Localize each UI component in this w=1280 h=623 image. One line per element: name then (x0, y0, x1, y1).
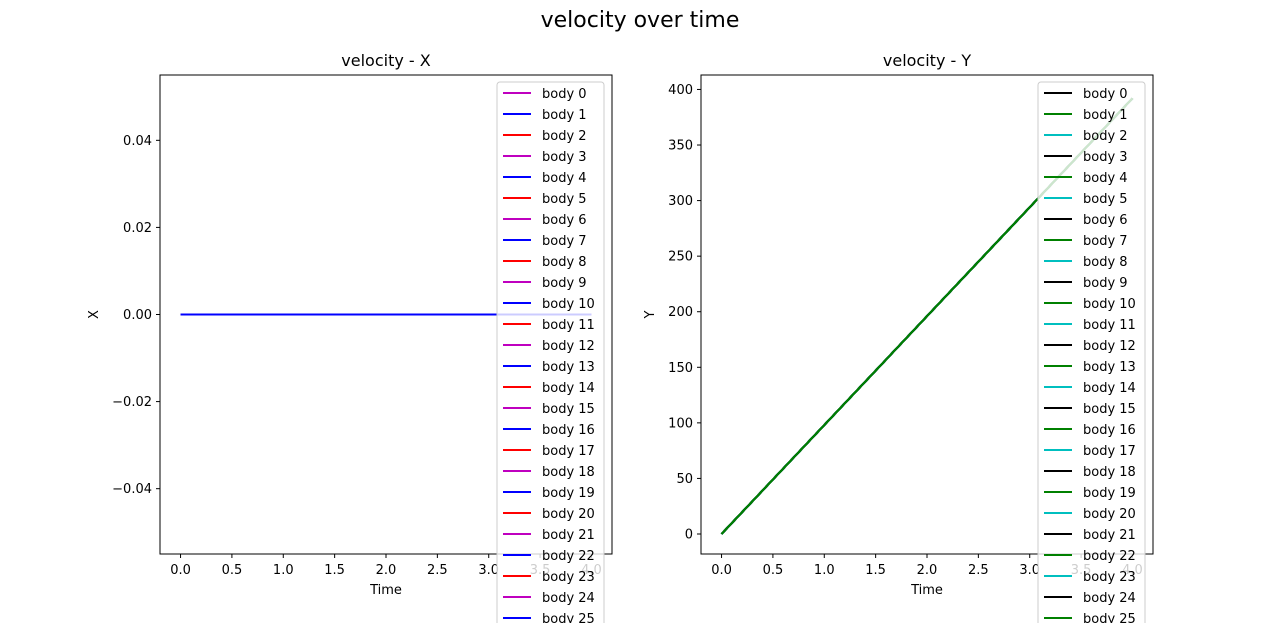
y-tick-label: −0.04 (112, 482, 152, 497)
legend-label: body 20 (542, 507, 595, 522)
x-tick-label: 1.0 (814, 563, 835, 578)
legend-label: body 22 (542, 549, 595, 564)
x-tick-label: 3.0 (478, 563, 499, 578)
legend-label: body 1 (1083, 108, 1128, 123)
x-tick-label: 0.0 (170, 563, 191, 578)
legend-label: body 14 (542, 381, 595, 396)
y-tick-label: 100 (668, 416, 693, 431)
y-tick-label: 0.00 (123, 308, 152, 323)
y-tick-label: 400 (668, 83, 693, 98)
legend-label: body 5 (542, 192, 587, 207)
legend-label: body 21 (1083, 528, 1136, 543)
axes-panel-1: velocity - Y0.00.51.01.52.02.53.03.54.00… (643, 51, 1154, 623)
legend-label: body 5 (1083, 192, 1128, 207)
legend-label: body 14 (1083, 381, 1136, 396)
y-tick-label: 150 (668, 361, 693, 376)
legend-label: body 7 (542, 234, 587, 249)
legend-label: body 18 (542, 465, 595, 480)
axes-title: velocity - Y (883, 51, 971, 70)
x-tick-label: 1.5 (865, 563, 886, 578)
y-tick-label: 50 (676, 472, 693, 487)
y-axis-label: Y (643, 310, 658, 319)
legend-label: body 16 (1083, 423, 1136, 438)
axes-frame (159, 74, 613, 555)
legend-label: body 25 (1083, 612, 1136, 623)
legend-label: body 24 (542, 591, 595, 606)
legend-label: body 20 (1083, 507, 1136, 522)
legend-label: body 13 (542, 360, 595, 375)
x-tick-label: 1.5 (324, 563, 345, 578)
axes-frame (700, 74, 1154, 555)
legend-label: body 8 (542, 255, 587, 270)
y-tick-label: −0.02 (112, 395, 152, 410)
x-tick-label: 3.0 (1019, 563, 1040, 578)
legend-label: body 10 (1083, 297, 1136, 312)
y-axis-label: X (87, 310, 102, 319)
x-tick-label: 2.5 (427, 563, 448, 578)
y-tick-label: 0 (685, 527, 693, 542)
y-tick-label: 300 (668, 194, 693, 209)
legend-label: body 17 (1083, 444, 1136, 459)
legend-label: body 23 (542, 570, 595, 585)
legend-label: body 8 (1083, 255, 1128, 270)
legend-label: body 15 (542, 402, 595, 417)
legend-label: body 23 (1083, 570, 1136, 585)
figure-title: velocity over time (540, 8, 740, 33)
legend-label: body 10 (542, 297, 595, 312)
legend-label: body 19 (1083, 486, 1136, 501)
x-tick-label: 2.0 (917, 563, 938, 578)
y-tick-label: 0.04 (123, 134, 152, 149)
x-tick-label: 0.5 (222, 563, 243, 578)
legend-label: body 13 (1083, 360, 1136, 375)
legend-label: body 7 (1083, 234, 1128, 249)
legend-label: body 24 (1083, 591, 1136, 606)
axes-title: velocity - X (341, 51, 430, 70)
legend-label: body 12 (1083, 339, 1136, 354)
legend-label: body 16 (542, 423, 595, 438)
x-tick-label: 2.0 (376, 563, 397, 578)
legend-label: body 6 (542, 213, 587, 228)
legend-label: body 9 (542, 276, 587, 291)
x-tick-label: 2.5 (968, 563, 989, 578)
axes-panel-0: velocity - X0.00.51.01.52.02.53.03.54.0−… (87, 51, 613, 623)
y-tick-label: 250 (668, 250, 693, 265)
legend-label: body 19 (542, 486, 595, 501)
legend-label: body 22 (1083, 549, 1136, 564)
y-tick-label: 200 (668, 305, 693, 320)
y-tick-label: 350 (668, 139, 693, 154)
x-axis-label: Time (369, 583, 402, 598)
legend-label: body 6 (1083, 213, 1128, 228)
legend-label: body 25 (542, 612, 595, 623)
legend-label: body 11 (542, 318, 595, 333)
x-tick-label: 1.0 (273, 563, 294, 578)
legend-label: body 2 (1083, 129, 1128, 144)
legend-label: body 3 (1083, 150, 1128, 165)
legend-label: body 18 (1083, 465, 1136, 480)
legend-label: body 4 (542, 171, 587, 186)
legend-label: body 0 (542, 87, 587, 102)
legend-label: body 9 (1083, 276, 1128, 291)
legend-label: body 4 (1083, 171, 1128, 186)
x-tick-label: 0.0 (711, 563, 732, 578)
legend-label: body 1 (542, 108, 587, 123)
legend-label: body 11 (1083, 318, 1136, 333)
legend-label: body 17 (542, 444, 595, 459)
legend-label: body 2 (542, 129, 587, 144)
legend-box (496, 81, 605, 623)
legend-label: body 15 (1083, 402, 1136, 417)
legend-label: body 12 (542, 339, 595, 354)
x-tick-label: 0.5 (763, 563, 784, 578)
legend-label: body 3 (542, 150, 587, 165)
x-axis-label: Time (910, 583, 943, 598)
legend-box (1037, 81, 1146, 623)
y-tick-label: 0.02 (123, 221, 152, 236)
legend-label: body 21 (542, 528, 595, 543)
legend-label: body 0 (1083, 87, 1128, 102)
